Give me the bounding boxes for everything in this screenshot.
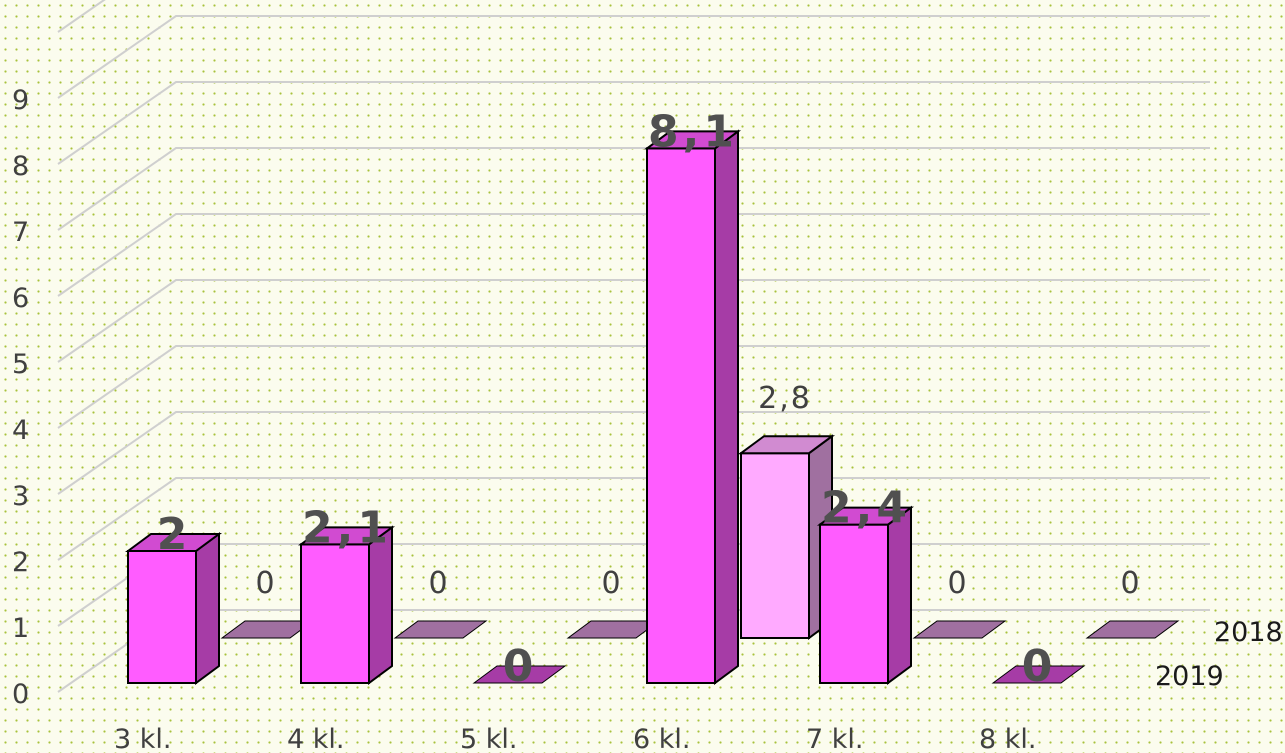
gridline — [57, 345, 1210, 429]
bar-side — [714, 129, 739, 685]
data-labels: 0 0 0 2,8 0 0 2 2,1 0 8,1 2,4 0 — [157, 106, 1141, 692]
category-label: 4 kl. — [287, 724, 344, 753]
bar-zero-slab — [472, 665, 567, 684]
data-label-front: 0 — [1022, 641, 1057, 692]
gridline — [57, 543, 1210, 627]
data-label-back: 0 — [601, 566, 622, 601]
category-label: 5 kl. — [460, 724, 517, 753]
bar-back-series — [737, 434, 836, 640]
bar-front — [127, 550, 197, 684]
bar-front — [740, 452, 810, 639]
y-tick-label: 2 — [12, 547, 29, 578]
gridline — [57, 15, 1210, 99]
bar-back-series — [1085, 620, 1180, 639]
category-label: 3 kl. — [114, 724, 171, 753]
bar-zero-slab — [220, 620, 315, 639]
y-tick-label: 4 — [12, 415, 29, 446]
y-axis-ticks: 0 1 2 3 4 5 6 7 8 9 — [12, 85, 29, 710]
bar-top — [643, 130, 742, 150]
bar-side — [887, 505, 912, 685]
y-tick-label: 5 — [12, 349, 29, 380]
gridline — [57, 147, 1210, 231]
data-label-back: 0 — [947, 566, 968, 601]
bar-front-series — [991, 665, 1086, 684]
series-label-back: 2018 — [1214, 617, 1283, 648]
data-label-front: 2,4 — [821, 483, 911, 534]
gridline — [57, 213, 1210, 297]
bar-front — [646, 147, 716, 684]
bars — [124, 129, 1180, 685]
bar-top — [124, 533, 223, 552]
y-tick-label: 3 — [12, 481, 29, 512]
bar-front-series — [297, 525, 396, 685]
series-label-front: 2019 — [1155, 661, 1224, 692]
y-tick-label: 8 — [12, 151, 29, 182]
data-label-back: 0 — [255, 566, 276, 601]
bar-back-series — [220, 620, 315, 639]
data-label-front: 0 — [503, 641, 538, 692]
bar-back-series — [566, 620, 661, 639]
category-label: 8 kl. — [979, 724, 1036, 753]
bar-front-series — [816, 505, 915, 685]
gridlines — [57, 0, 1210, 693]
category-label: 7 kl. — [806, 724, 863, 753]
bar-top — [737, 435, 836, 455]
y-tick-label: 9 — [12, 85, 29, 116]
y-tick-label: 6 — [12, 283, 29, 314]
series-axis-labels: 2018 2019 — [1155, 617, 1283, 692]
y-tick-label: 1 — [12, 613, 29, 644]
gridline — [57, 477, 1210, 561]
data-label-back: 0 — [428, 566, 449, 601]
bar-zero-slab — [566, 620, 661, 639]
y-tick-label: 0 — [12, 679, 29, 710]
gridline — [57, 81, 1210, 165]
bar-top — [297, 526, 396, 546]
gridline — [57, 279, 1210, 363]
bar-zero-slab — [991, 665, 1086, 684]
bar-zero-slab — [1085, 620, 1180, 639]
data-label-back: 2,8 — [758, 381, 812, 416]
gridline — [57, 411, 1210, 495]
bar-front-series — [472, 665, 567, 684]
data-label-front: 2,1 — [302, 502, 392, 553]
bar-side — [195, 532, 220, 685]
bar-front — [300, 543, 370, 684]
data-label-front: 2 — [157, 509, 192, 560]
category-label: 6 kl. — [633, 724, 690, 753]
bar-front-series — [124, 532, 223, 685]
bar-back-series — [393, 620, 488, 639]
bar-front — [819, 523, 889, 684]
bar-top — [816, 506, 915, 526]
bar-front-series — [643, 129, 742, 685]
y-tick-label: 7 — [12, 217, 29, 248]
x-axis-categories: 3 kl. 4 kl. 5 kl. 6 kl. 7 kl. 8 kl. — [114, 724, 1036, 753]
data-label-front: 8,1 — [648, 106, 738, 157]
data-label-back: 0 — [1120, 566, 1141, 601]
bar-back-series — [912, 620, 1007, 639]
gridline — [57, 0, 106, 33]
bar-zero-slab — [393, 620, 488, 639]
bar-zero-slab — [912, 620, 1007, 639]
